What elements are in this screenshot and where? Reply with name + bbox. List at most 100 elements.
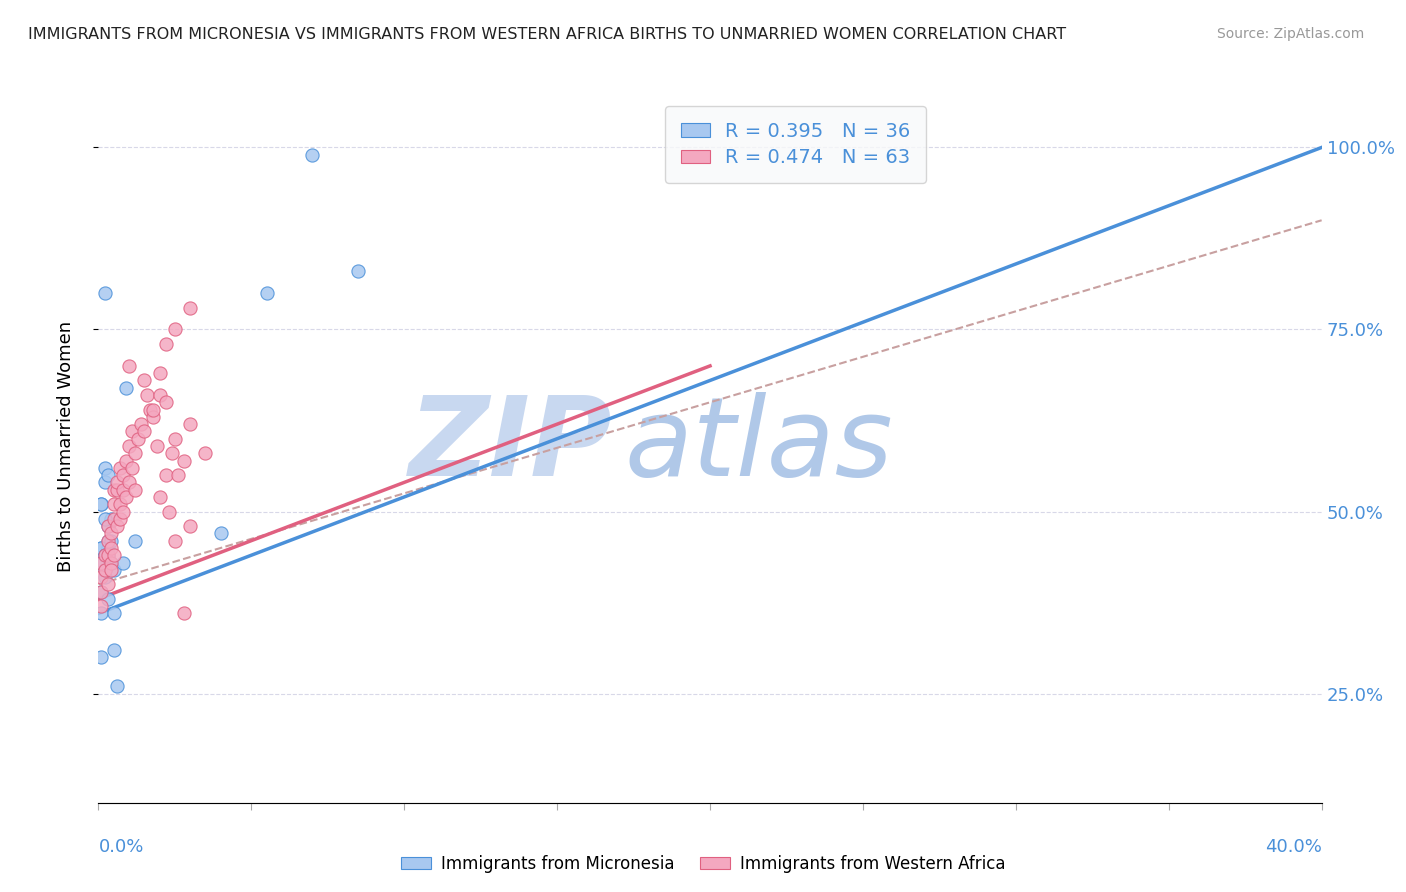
- Point: [90, 541, 112, 555]
- Point: [93, 475, 115, 490]
- Point: [173, 607, 195, 621]
- Point: [97, 591, 120, 606]
- Point: [97, 541, 120, 555]
- Point: [100, 512, 122, 526]
- Point: [105, 679, 128, 693]
- Point: [149, 490, 172, 504]
- Point: [103, 512, 125, 526]
- Point: [111, 556, 134, 570]
- Point: [155, 468, 177, 483]
- Point: [105, 475, 128, 490]
- Point: [105, 483, 128, 497]
- Point: [90, 556, 112, 570]
- Point: [179, 301, 201, 315]
- Point: [97, 577, 120, 591]
- Point: [100, 563, 122, 577]
- Point: [127, 432, 149, 446]
- Point: [90, 556, 112, 570]
- Point: [90, 584, 112, 599]
- Point: [163, 533, 186, 548]
- Point: [93, 563, 115, 577]
- Point: [103, 607, 125, 621]
- Point: [139, 402, 162, 417]
- Point: [118, 475, 141, 490]
- Point: [142, 409, 165, 424]
- Point: [160, 446, 183, 460]
- Point: [93, 548, 115, 562]
- Point: [111, 504, 134, 518]
- Point: [100, 526, 122, 541]
- Point: [90, 497, 112, 511]
- Point: [93, 563, 115, 577]
- Point: [134, 374, 156, 388]
- Point: [124, 483, 146, 497]
- Point: [97, 533, 120, 548]
- Point: [121, 425, 143, 439]
- Point: [149, 388, 172, 402]
- Point: [93, 460, 115, 475]
- Point: [97, 548, 120, 562]
- Point: [93, 512, 115, 526]
- Point: [100, 541, 122, 555]
- Point: [100, 556, 122, 570]
- Text: Source: ZipAtlas.com: Source: ZipAtlas.com: [1216, 27, 1364, 41]
- Point: [347, 264, 370, 278]
- Point: [108, 460, 131, 475]
- Point: [90, 541, 112, 555]
- Point: [124, 533, 146, 548]
- Point: [97, 519, 120, 533]
- Point: [97, 468, 120, 483]
- Point: [108, 512, 131, 526]
- Y-axis label: Births to Unmarried Women: Births to Unmarried Women: [56, 320, 75, 572]
- Point: [149, 366, 172, 380]
- Point: [155, 395, 177, 409]
- Point: [111, 483, 134, 497]
- Point: [103, 483, 125, 497]
- Point: [301, 147, 323, 161]
- Point: [90, 584, 112, 599]
- Point: [124, 446, 146, 460]
- Point: [93, 570, 115, 584]
- Point: [103, 548, 125, 562]
- Text: ZIP: ZIP: [409, 392, 612, 500]
- Point: [155, 337, 177, 351]
- Point: [136, 388, 159, 402]
- Point: [111, 468, 134, 483]
- Point: [93, 548, 115, 562]
- Point: [90, 650, 112, 665]
- Text: 40.0%: 40.0%: [1265, 838, 1322, 855]
- Point: [163, 322, 186, 336]
- Point: [194, 446, 217, 460]
- Point: [90, 599, 112, 614]
- Point: [97, 533, 120, 548]
- Point: [118, 359, 141, 373]
- Point: [121, 460, 143, 475]
- Point: [142, 402, 165, 417]
- Point: [256, 286, 278, 301]
- Point: [163, 432, 186, 446]
- Point: [103, 643, 125, 657]
- Point: [167, 468, 190, 483]
- Point: [209, 526, 232, 541]
- Point: [90, 570, 112, 584]
- Point: [103, 497, 125, 511]
- Point: [90, 607, 112, 621]
- Text: atlas: atlas: [624, 392, 893, 500]
- Point: [93, 286, 115, 301]
- Point: [97, 548, 120, 562]
- Point: [115, 490, 138, 504]
- Point: [100, 533, 122, 548]
- Point: [90, 497, 112, 511]
- Point: [173, 453, 195, 467]
- Point: [134, 425, 156, 439]
- Legend: R = 0.395   N = 36, R = 0.474   N = 63: R = 0.395 N = 36, R = 0.474 N = 63: [665, 106, 927, 183]
- Point: [100, 556, 122, 570]
- Point: [145, 439, 167, 453]
- Point: [179, 519, 201, 533]
- Point: [129, 417, 152, 432]
- Point: [179, 417, 201, 432]
- Text: 0.0%: 0.0%: [98, 838, 143, 855]
- Point: [103, 563, 125, 577]
- Point: [157, 504, 180, 518]
- Point: [118, 439, 141, 453]
